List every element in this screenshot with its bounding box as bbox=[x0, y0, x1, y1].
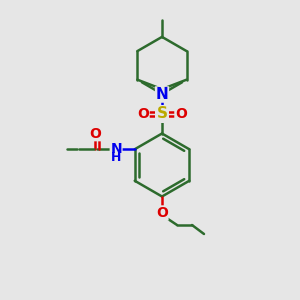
Text: N: N bbox=[110, 142, 122, 156]
Text: N: N bbox=[156, 87, 168, 102]
Text: O: O bbox=[175, 107, 187, 121]
Text: O: O bbox=[137, 107, 149, 121]
Text: O: O bbox=[156, 206, 168, 220]
Text: H: H bbox=[111, 151, 121, 164]
Text: O: O bbox=[89, 127, 101, 141]
Text: S: S bbox=[157, 106, 167, 122]
